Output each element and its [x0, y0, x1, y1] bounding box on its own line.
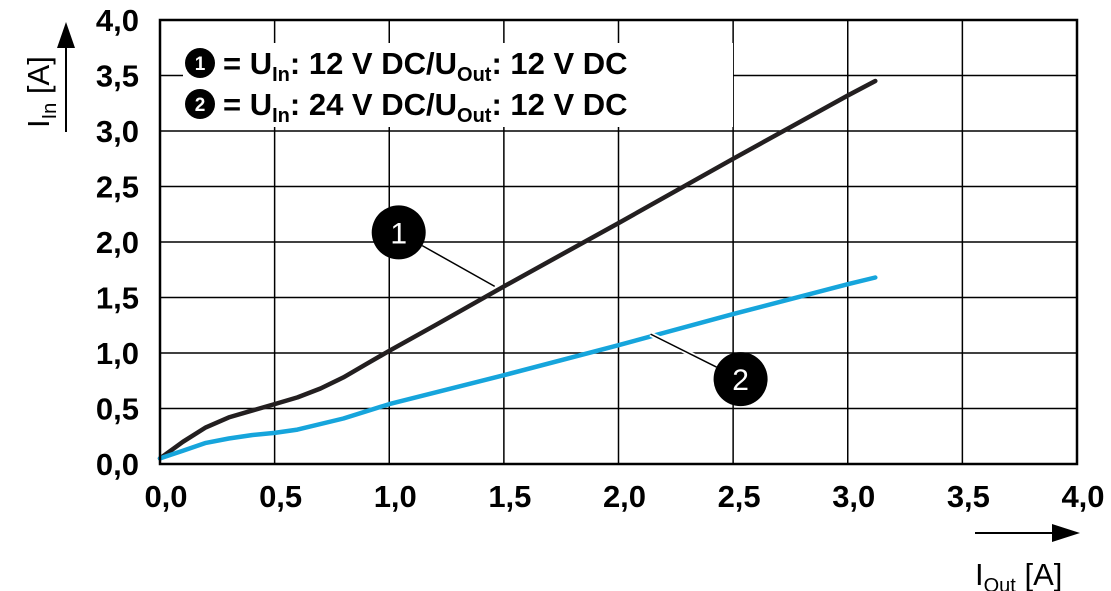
- y-tick-label: 3,5: [96, 59, 139, 94]
- legend: 1 = UIn: 12 V DC/UOut: 12 V DC 2 = UIn: …: [183, 43, 733, 127]
- callout-marker-2: [713, 352, 768, 407]
- legend-marker-2-label: 2: [195, 95, 206, 116]
- tick-labels: 0,0 0,5 1,0 1,5 2,0 2,5 3,0 3,5 4,0 0,0 0,5 1,0 1,5 2…: [96, 3, 1105, 514]
- callouts: 12: [371, 205, 768, 407]
- callout-marker-1: [371, 205, 426, 260]
- y-tick-label: 2,0: [96, 225, 139, 260]
- x-tick-label: 3,0: [832, 479, 875, 514]
- y-tick-label: 2,5: [96, 170, 139, 205]
- x-axis-arrowhead: [1052, 524, 1080, 542]
- y-axis-title: IIn [A]: [21, 22, 75, 132]
- y-axis-arrowhead: [57, 22, 75, 48]
- legend-marker-1-label: 1: [195, 54, 206, 75]
- callout-marker-1-label: 1: [390, 217, 407, 250]
- x-tick-label: 4,0: [1061, 479, 1104, 514]
- y-tick-label: 0,0: [96, 447, 139, 482]
- callout-leader-1: [421, 244, 496, 288]
- x-axis-label: IOut [A]: [975, 557, 1062, 591]
- x-tick-label: 3,5: [947, 479, 990, 514]
- callout-leader-2: [650, 333, 717, 368]
- legend-entry-2: 2 = UIn: 24 V DC/UOut: 12 V DC: [185, 87, 628, 127]
- y-tick-label: 3,0: [96, 114, 139, 149]
- x-tick-label: 0,5: [259, 479, 302, 514]
- x-tick-label: 2,5: [718, 479, 761, 514]
- y-tick-label: 4,0: [96, 3, 139, 38]
- legend-marker-2: [185, 89, 215, 119]
- y-tick-label: 0,5: [96, 392, 139, 427]
- x-tick-label: 2,0: [603, 479, 646, 514]
- x-tick-label: 1,5: [488, 479, 531, 514]
- y-axis-label: IIn [A]: [21, 56, 61, 128]
- legend-label-2: = UIn: 24 V DC/UOut: 12 V DC: [223, 87, 628, 127]
- y-tick-label: 1,0: [96, 336, 139, 371]
- legend-box: [183, 43, 733, 127]
- x-axis-title: IOut [A]: [975, 524, 1080, 591]
- legend-entry-1: 1 = UIn: 12 V DC/UOut: 12 V DC: [185, 46, 628, 86]
- callout-marker-2-label: 2: [732, 364, 749, 397]
- legend-label-1: = UIn: 12 V DC/UOut: 12 V DC: [223, 46, 628, 86]
- legend-marker-1: [185, 48, 215, 78]
- series-line-1: [157, 78, 878, 461]
- y-tick-label: 1,5: [96, 281, 139, 316]
- x-tick-label: 0,0: [144, 479, 187, 514]
- series-line-2: [157, 275, 878, 461]
- x-tick-label: 1,0: [374, 479, 417, 514]
- plot-frame: [158, 18, 1079, 466]
- series-lines: [157, 78, 878, 461]
